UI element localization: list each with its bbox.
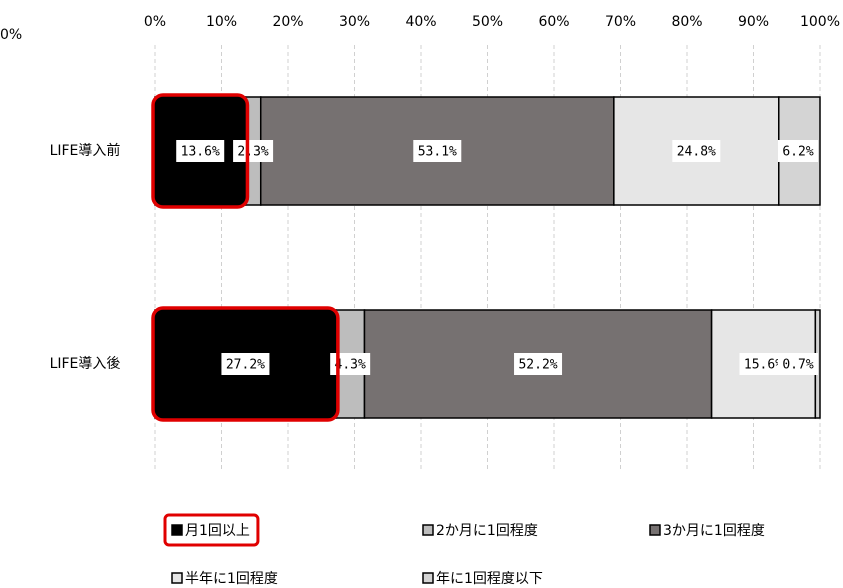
value-label: 2.3% [237, 145, 268, 160]
annotation: 0% [0, 27, 22, 43]
value-label: 15.6% [744, 358, 783, 373]
x-tick-label: 20% [272, 14, 303, 30]
value-label-bg [514, 353, 563, 375]
value-label: 13.6% [181, 145, 220, 160]
value-label: 52.2% [518, 358, 557, 373]
legend-swatch [649, 524, 661, 536]
x-tick-label: 30% [339, 14, 370, 30]
value-label-bg [672, 140, 721, 162]
x-tick-label: 60% [538, 14, 569, 30]
legend-swatch [422, 572, 434, 584]
value-label: 53.1% [418, 145, 457, 160]
value-label: 24.8% [677, 145, 716, 160]
value-label: 27.2% [226, 358, 265, 373]
legend-label: 3か月に1回程度 [663, 523, 765, 539]
x-tick-label: 90% [738, 14, 769, 30]
x-tick-label: 40% [405, 14, 436, 30]
value-label-bg [778, 353, 818, 375]
value-label-bg [413, 140, 462, 162]
x-tick-label: 10% [206, 14, 237, 30]
legend-label: 年に1回程度以下 [436, 571, 543, 587]
legend-label: 月1回以上 [185, 523, 250, 539]
value-label-bg [739, 353, 788, 375]
value-label-bg [330, 353, 371, 375]
legend-highlight [163, 513, 260, 547]
legend-swatch [171, 572, 183, 584]
x-tick-label: 0% [144, 14, 166, 30]
legend-label: 半年に1回程度 [185, 571, 278, 587]
value-label: 6.2% [782, 145, 813, 160]
highlight [151, 306, 340, 422]
value-label-bg [176, 140, 225, 162]
x-tick-label: 70% [605, 14, 636, 30]
x-tick-label: 100% [800, 14, 840, 30]
x-tick-label: 80% [671, 14, 702, 30]
legend-label: 2か月に1回程度 [436, 523, 538, 539]
value-label: 4.3% [335, 358, 366, 373]
value-label-bg [221, 353, 270, 375]
legend-swatch [171, 524, 183, 536]
value-label-bg [778, 140, 818, 162]
legend-swatch [422, 524, 434, 536]
highlight [151, 93, 250, 209]
category-label: LIFE導入前 [50, 142, 121, 159]
value-label: 0.7% [782, 358, 813, 373]
x-tick-label: 50% [472, 14, 503, 30]
value-label-bg [233, 140, 274, 162]
category-label: LIFE導入後 [50, 356, 121, 372]
